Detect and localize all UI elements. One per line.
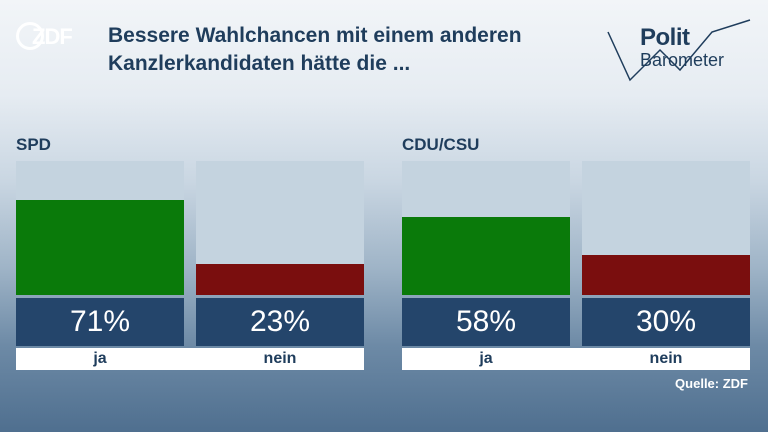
bar-spd-ja — [16, 199, 184, 295]
chart-title-line-2: Kanzlerkandidaten hätte die ... — [108, 52, 411, 75]
category-label-spd-nein: nein — [196, 348, 364, 370]
bar-track-spd-ja — [16, 161, 184, 295]
zdf-logo-text: ZDF — [32, 24, 73, 49]
chart-title-line-1: Bessere Wahlchancen mit einem anderen — [108, 24, 522, 47]
value-label-spd-nein: 23% — [196, 298, 364, 346]
source-label: Quelle: ZDF — [675, 376, 748, 391]
category-label-cdu-ja: ja — [402, 348, 570, 370]
value-label-spd-ja: 71% — [16, 298, 184, 346]
bar-spd-nein — [196, 264, 364, 295]
bar-cdu-nein — [582, 254, 750, 295]
chart-title: Bessere Wahlchancen mit einem anderen Ka… — [108, 22, 588, 78]
zdf-logo: ZDF — [16, 22, 80, 52]
bar-cdu-ja — [402, 217, 570, 295]
category-label-cdu-nein: nein — [582, 348, 750, 370]
politbarometer-logo: Polit Barometer — [600, 10, 760, 100]
brand-subtitle: Barometer — [640, 50, 725, 70]
zdf-logo-circle — [16, 22, 44, 50]
brand-title: Polit — [640, 24, 690, 51]
group-label-spd: SPD — [16, 135, 51, 154]
value-label-cdu-nein: 30% — [582, 298, 750, 346]
politbarometer-line-icon — [607, 19, 751, 82]
category-label-spd-ja: ja — [16, 348, 184, 370]
bar-track-spd-nein — [196, 161, 364, 295]
bar-track-cdu-ja — [402, 161, 570, 295]
value-label-cdu-ja: 58% — [402, 298, 570, 346]
bar-track-cdu-nein — [582, 161, 750, 295]
group-label-cdu-csu: CDU/CSU — [402, 135, 480, 154]
